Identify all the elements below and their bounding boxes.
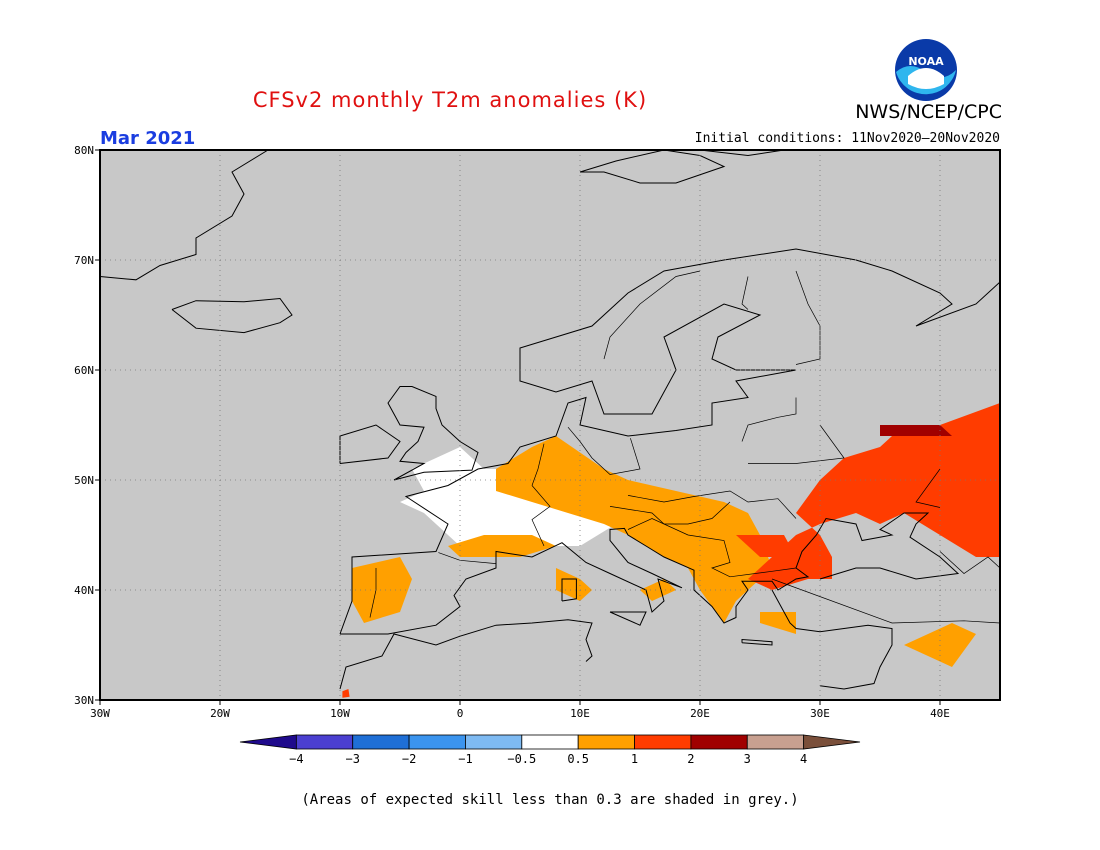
- legend-swatch: [746, 734, 805, 750]
- lat-tick-label: 30N: [74, 694, 94, 707]
- anomaly-patch: [352, 557, 412, 623]
- coastline: [339, 619, 593, 690]
- legend-swatch: [577, 734, 635, 750]
- country-border: [915, 468, 941, 508]
- country-border: [627, 490, 797, 519]
- legend-label: 1: [631, 752, 638, 766]
- coastline: [387, 386, 479, 481]
- anomaly-patch: [342, 689, 350, 698]
- lon-tick-label: 20E: [690, 707, 710, 720]
- legend-swatch: [634, 734, 692, 750]
- legend-label: 4: [800, 752, 807, 766]
- lat-tick-label: 50N: [74, 474, 94, 487]
- lat-tick-label: 80N: [74, 144, 94, 157]
- skill-note: (Areas of expected skill less than 0.3 a…: [301, 792, 799, 808]
- legend-label: 0.5: [567, 752, 589, 766]
- svg-text:NOAA: NOAA: [908, 55, 944, 68]
- lon-tick-label: 40E: [930, 707, 950, 720]
- coastline: [99, 149, 269, 281]
- coastline: [609, 611, 647, 626]
- coastline: [339, 248, 1001, 635]
- legend-swatch: [690, 734, 748, 750]
- legend-label: −1: [458, 752, 472, 766]
- lon-tick-label: 10E: [570, 707, 590, 720]
- lon-tick-label: 30W: [90, 707, 110, 720]
- coastline: [699, 149, 785, 157]
- lon-tick-label: 0: [457, 707, 464, 720]
- valid-month-label: Mar 2021: [100, 128, 196, 149]
- country-border: [609, 501, 731, 525]
- country-border: [741, 397, 797, 442]
- coastline: [771, 589, 893, 690]
- lon-tick-label: 10W: [330, 707, 350, 720]
- noaa-logo-icon: NOAA: [894, 38, 958, 102]
- country-border: [567, 426, 641, 475]
- coastline: [340, 512, 960, 635]
- coastline: [579, 149, 726, 184]
- country-border: [741, 276, 749, 310]
- map-frame: [99, 149, 1001, 701]
- lon-tick-label: 20W: [210, 707, 230, 720]
- lon-tick-label: 30E: [810, 707, 830, 720]
- legend-label: −4: [289, 752, 303, 766]
- map-background: [100, 150, 1000, 700]
- legend-swatch: [239, 734, 297, 750]
- anomaly-patch: [448, 535, 556, 557]
- map-title: CFSv2 monthly T2m anomalies (K): [252, 88, 648, 112]
- legend-swatch: [408, 734, 466, 750]
- legend-label: −2: [402, 752, 416, 766]
- legend-label: 2: [687, 752, 694, 766]
- anomaly-patch: [736, 535, 796, 557]
- lat-tick-label: 70N: [74, 254, 94, 267]
- country-border: [627, 518, 797, 578]
- legend-swatch: [295, 734, 354, 750]
- lat-tick-label: 60N: [74, 364, 94, 377]
- anomaly-patch: [640, 579, 676, 601]
- country-border: [603, 270, 701, 360]
- organization-label: NWS/NCEP/CPC: [855, 101, 1002, 123]
- anomaly-patch: [748, 403, 1000, 590]
- anomaly-patch: [400, 447, 616, 557]
- coastline: [171, 297, 293, 334]
- legend-swatch: [803, 734, 861, 750]
- coastline: [561, 578, 577, 602]
- legend-swatch: [465, 734, 523, 750]
- country-border: [771, 578, 1001, 624]
- anomaly-map: 30N 40N 50N 60N 70N 80N 30W 20W 10W 0 10E 20E 30E 40E…: [74, 144, 1001, 766]
- country-border: [531, 485, 551, 547]
- country-border: [939, 551, 1001, 574]
- legend-swatch: [352, 734, 410, 750]
- country-border: [531, 443, 545, 486]
- legend-label: 3: [744, 752, 751, 766]
- anomaly-patch: [496, 436, 772, 623]
- initial-conditions-label: Initial conditions: 11Nov2020–20Nov2020: [694, 131, 1000, 146]
- legend-label: −3: [346, 752, 360, 766]
- anomaly-patch: [556, 568, 592, 601]
- lat-tick-label: 40N: [74, 584, 94, 597]
- legend-swatch: [521, 734, 579, 750]
- anomaly-patch: [880, 425, 952, 436]
- legend-label: −0.5: [507, 752, 536, 766]
- coastline: [741, 638, 773, 646]
